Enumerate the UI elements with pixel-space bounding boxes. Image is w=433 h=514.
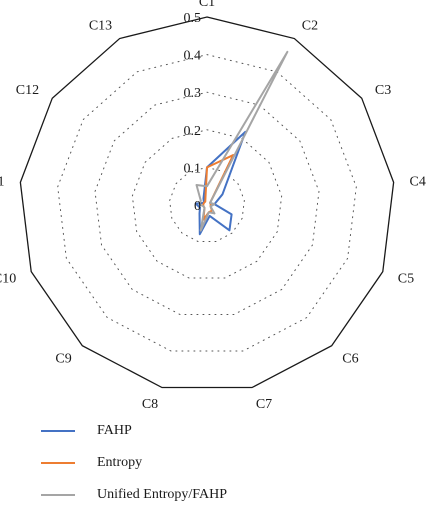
- radar-labels: 0 0.1 0.2 0.3 0.4 0.5C1 C2 C3 C4 C5 C6 C7 C8 C9 C10 C11…: [0, 0, 426, 412]
- series-line-0: [194, 130, 247, 236]
- radial-tick-label: 0: [194, 199, 201, 214]
- radial-tick-label: 0.1: [184, 161, 202, 176]
- series-line-2: [195, 50, 289, 232]
- category-label: C1: [199, 0, 215, 10]
- category-label: C6: [342, 352, 358, 367]
- radar-grid: [19, 16, 395, 389]
- radar-series: [194, 50, 289, 236]
- radial-tick-label: 0.4: [184, 49, 202, 64]
- category-label: C5: [398, 271, 414, 286]
- category-label: C8: [142, 397, 158, 412]
- radial-tick-label: 0.2: [184, 124, 202, 139]
- radial-tick-label: 0.3: [184, 86, 202, 101]
- category-label: C9: [55, 352, 71, 367]
- legend-swatch-entropy: [41, 462, 75, 464]
- radial-tick-label: 0.5: [184, 11, 202, 26]
- legend-label-unified: Unified Entropy/FAHP: [97, 487, 228, 502]
- legend-item-unified: Unified Entropy/FAHP: [41, 482, 421, 508]
- category-label: C7: [256, 397, 272, 412]
- category-label: C4: [410, 174, 426, 189]
- radar-grid-ring-4: [57, 54, 357, 352]
- radar-chart: 0 0.1 0.2 0.3 0.4 0.5C1 C2 C3 C4 C5 C6 C7 C8 C9 C10 C11…: [0, 0, 426, 412]
- legend-item-entropy: Entropy: [41, 450, 421, 476]
- legend-swatch-fahp: [41, 430, 75, 432]
- category-label: C2: [302, 18, 318, 33]
- category-label: C13: [89, 18, 112, 33]
- category-label: C10: [0, 271, 16, 286]
- legend-label-fahp: FAHP: [97, 423, 132, 438]
- legend-label-entropy: Entropy: [97, 455, 143, 470]
- category-label: C12: [16, 83, 39, 98]
- category-label: C3: [375, 83, 391, 98]
- legend-item-fahp: FAHP: [41, 418, 421, 444]
- legend-swatch-unified: [41, 494, 75, 496]
- radar-grid-ring-3: [94, 91, 320, 316]
- radar-outer-ring: [19, 16, 395, 389]
- radar-grid-ring-2: [131, 129, 283, 279]
- category-label: C11: [0, 174, 4, 189]
- chart-legend: FAHP Entropy Unified Entropy/FAHP: [41, 418, 421, 514]
